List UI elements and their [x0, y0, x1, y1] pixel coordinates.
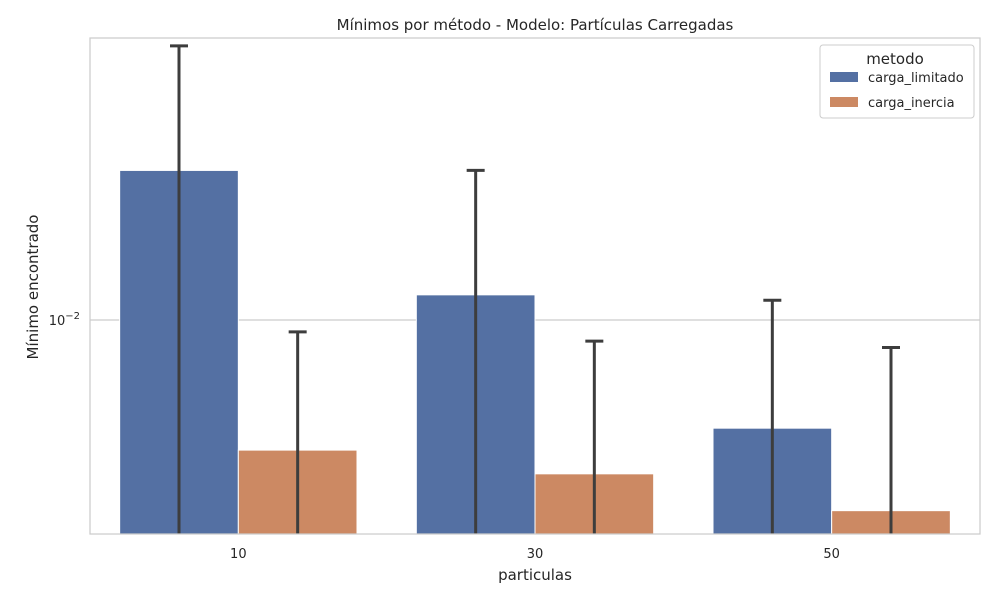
legend-box: [819, 44, 975, 119]
error-bars: [170, 44, 900, 534]
y-tick-exponent: −2: [65, 311, 80, 322]
y-tick-labels: 10−2: [49, 311, 80, 329]
x-tick-labels: 10 30 50: [230, 547, 840, 562]
legend-label-carga_limitado: carga_limitado: [868, 71, 964, 86]
x-tick-label-10: 10: [230, 547, 247, 562]
chart-title: Mínimos por método - Modelo: Partículas …: [337, 16, 734, 34]
x-tick-label-30: 30: [527, 547, 544, 562]
y-tick-base: 10: [49, 314, 66, 329]
y-tick-label-0: 10−2: [49, 311, 80, 329]
plot-frame: [89, 37, 981, 535]
y-axis-label: Mínimo encontrado: [24, 215, 42, 360]
bars: [119, 169, 951, 535]
x-axis-label: particulas: [498, 566, 572, 584]
legend-swatch-carga_inercia: [830, 97, 858, 107]
legend-label-carga_inercia: carga_inercia: [868, 96, 955, 111]
legend-title: metodo: [866, 50, 924, 68]
legend: metodo carga_limitado carga_inercia: [819, 44, 975, 119]
legend-swatch-carga_limitado: [830, 72, 858, 82]
x-tick-label-50: 50: [823, 547, 840, 562]
